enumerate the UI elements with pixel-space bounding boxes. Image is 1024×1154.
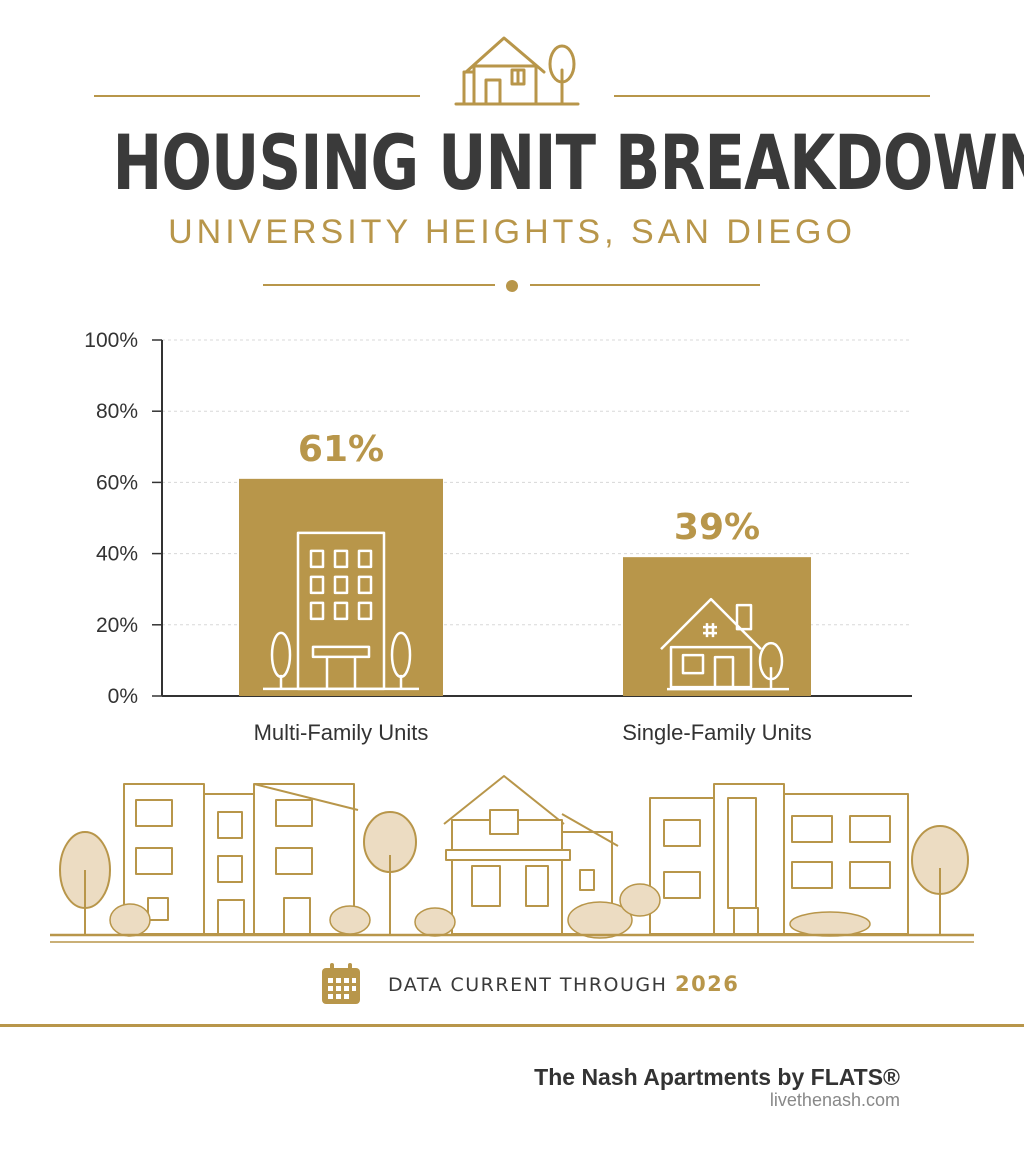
- data-label: 39%: [674, 507, 760, 548]
- x-tick-label: Single-Family Units: [622, 720, 812, 745]
- data-label: 61%: [298, 429, 384, 470]
- house-icon: [660, 597, 789, 691]
- apartment-building-icon: [263, 531, 419, 691]
- footer-rule: [0, 1024, 1024, 1027]
- x-tick-label: Multi-Family Units: [254, 720, 429, 745]
- y-tick-label: 60%: [96, 471, 138, 494]
- divider-rule-right: [530, 284, 760, 286]
- divider-rule-left: [263, 284, 495, 286]
- house-and-tree-icon: [454, 36, 580, 106]
- divider-dot: [506, 280, 518, 292]
- header-rule-left: [94, 95, 420, 97]
- bar-chart: 0% 20% 40% 60% 80% 100% 61% Multi-Family Units 3…: [84, 329, 912, 745]
- brand-name: The Nash Apartments by FLATS®: [534, 1064, 900, 1090]
- data-currency-note: DATA CURRENT THROUGH 2026: [388, 972, 739, 996]
- bar: [239, 478, 443, 696]
- header-rule-right: [614, 95, 930, 97]
- website-link[interactable]: livethenash.com: [769, 1090, 900, 1110]
- y-tick-label: 40%: [96, 543, 138, 566]
- y-tick-label: 100%: [84, 329, 138, 352]
- y-tick-label: 0%: [108, 685, 138, 708]
- y-tick-label: 80%: [96, 400, 138, 423]
- neighborhood-skyline-illustration: [50, 775, 974, 943]
- y-tick-label: 20%: [96, 614, 138, 637]
- data-year: 2026: [674, 972, 740, 996]
- calendar-icon: [322, 963, 360, 1004]
- page-subtitle: UNIVERSITY HEIGHTS, SAN DIEGO: [168, 213, 856, 251]
- data-note-text: DATA CURRENT THROUGH: [388, 974, 668, 996]
- page-title: HOUSING UNIT BREAKDOWN: [112, 118, 1024, 207]
